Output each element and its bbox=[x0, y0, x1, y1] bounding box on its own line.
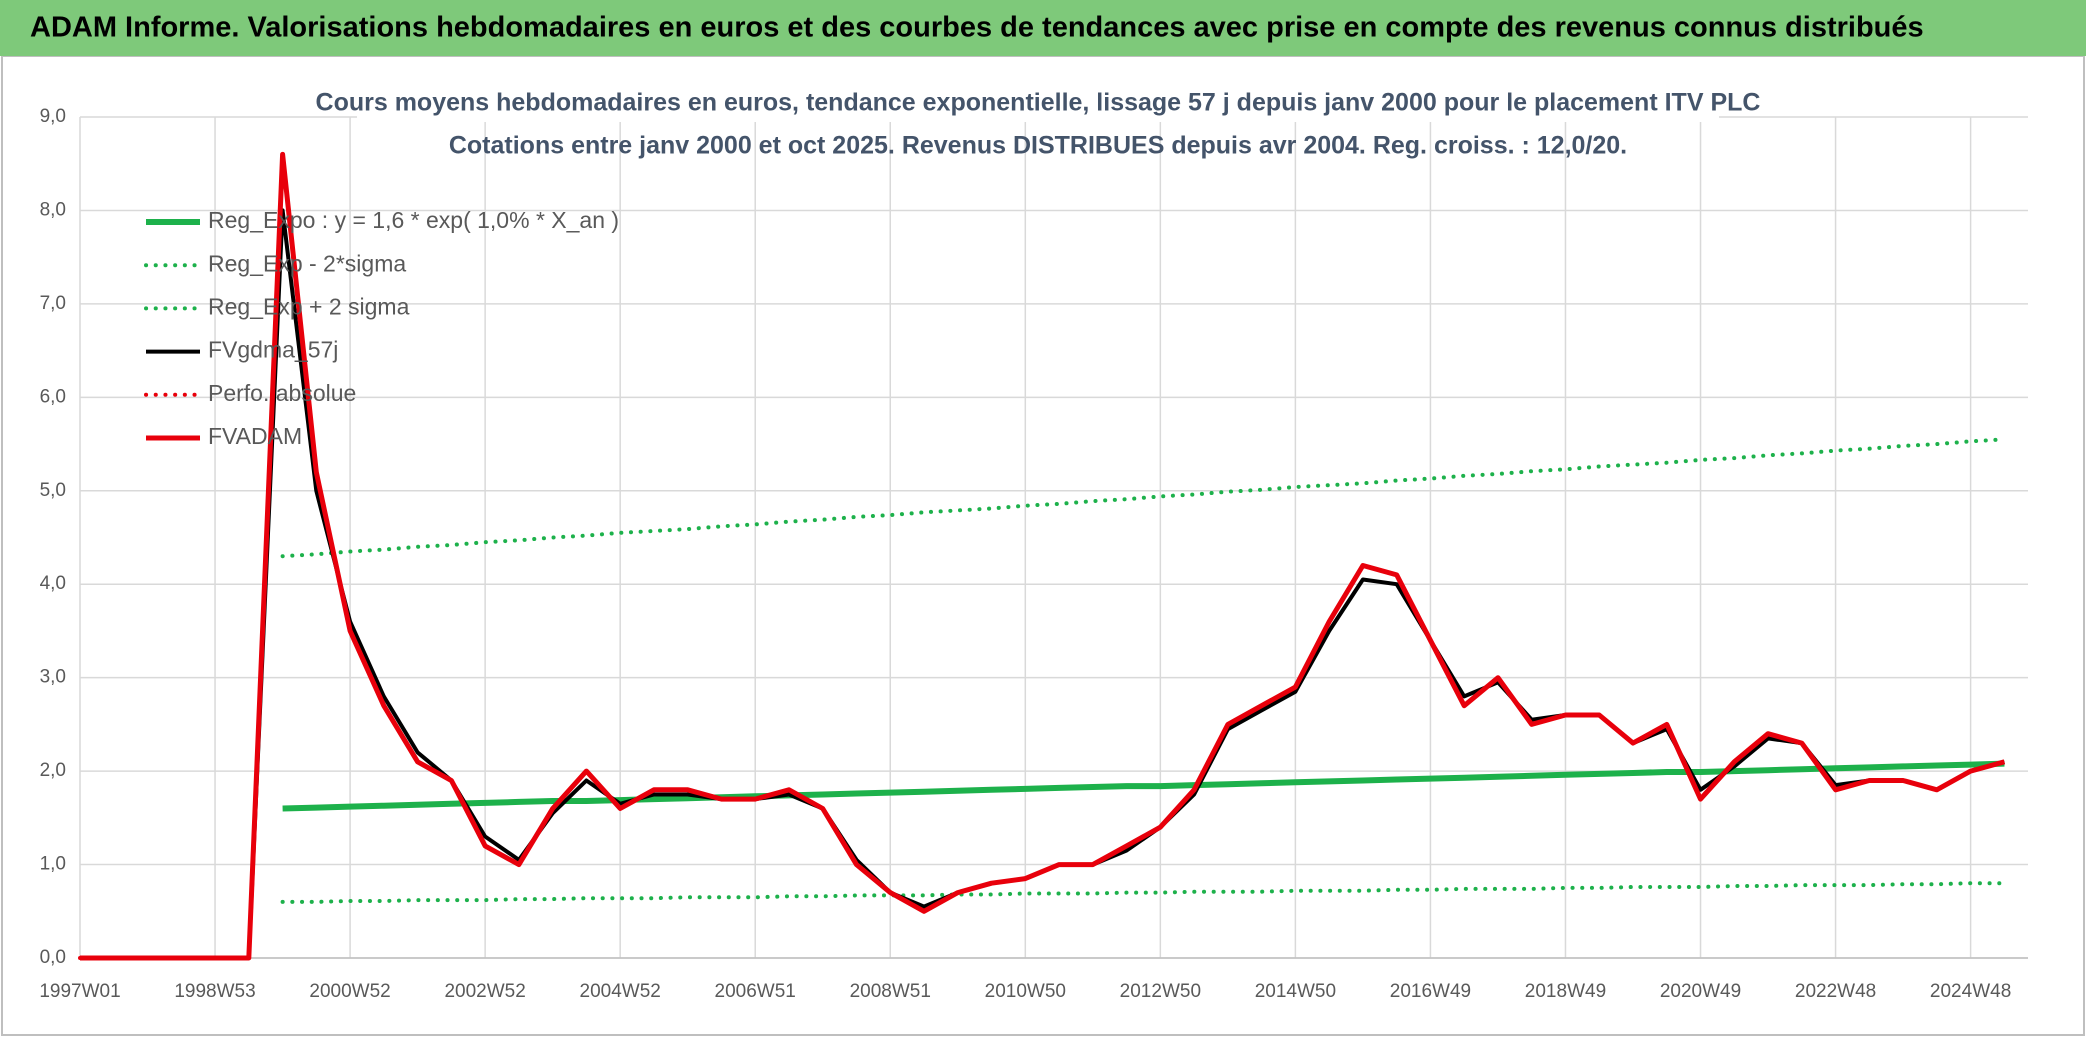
y-tick-label: 3,0 bbox=[40, 667, 66, 688]
x-tick-label: 2004W52 bbox=[580, 981, 661, 1002]
x-tick-label: 1997W01 bbox=[39, 981, 120, 1002]
series-line bbox=[80, 151, 2006, 961]
plot-area: 0,0 1,0 2,0 3,0 4,0 5,0 6,0 7,0 8,0 9,0 1997W01 199… bbox=[39, 106, 2028, 1002]
legend-label: Reg_Exp + 2 sigma bbox=[208, 293, 410, 319]
x-tick-label: 2020W49 bbox=[1660, 981, 1741, 1002]
x-tick-label: 1998W53 bbox=[174, 981, 255, 1002]
x-tick-label: 2016W49 bbox=[1390, 981, 1471, 1002]
title-backdrop bbox=[357, 86, 1719, 122]
legend-label: Reg_Expo : y = 1,6 * exp( 1,0% * X_an ) bbox=[208, 207, 619, 233]
header-banner bbox=[0, 0, 2086, 56]
x-tick-label: 2002W52 bbox=[444, 981, 525, 1002]
legend: Reg_Expo : y = 1,6 * exp( 1,0% * X_an ) R… bbox=[144, 207, 619, 449]
y-tick-label: 4,0 bbox=[40, 573, 66, 594]
y-tick-label: 6,0 bbox=[40, 386, 66, 407]
y-tick-label: 2,0 bbox=[40, 760, 66, 781]
legend-label: FVADAM bbox=[208, 423, 302, 449]
y-tick-label: 1,0 bbox=[40, 854, 66, 875]
legend-label: Reg_Exp - 2*sigma bbox=[208, 250, 406, 276]
x-tick-label: 2000W52 bbox=[309, 981, 390, 1002]
x-tick-label: 2010W50 bbox=[985, 981, 1066, 1002]
series-line bbox=[280, 437, 2007, 559]
legend-label: Perfo. absolue bbox=[208, 380, 356, 406]
y-tick-label: 7,0 bbox=[40, 293, 66, 314]
y-tick-label: 8,0 bbox=[40, 199, 66, 220]
series-line bbox=[280, 881, 2007, 904]
legend-label: FVgdma_57j bbox=[208, 337, 338, 363]
header-title: ADAM Informe. Valorisations hebdomadaire… bbox=[30, 12, 1924, 44]
series-line bbox=[282, 760, 2005, 812]
y-tick-label: 0,0 bbox=[40, 947, 66, 968]
x-tick-label: 2006W51 bbox=[715, 981, 796, 1002]
y-tick-label: 5,0 bbox=[40, 480, 66, 501]
chart-title: Cours moyens hebdomadaires en euros, ten… bbox=[316, 89, 1761, 117]
x-tick-label: 2024W48 bbox=[1930, 981, 2011, 1002]
x-tick-label: 2018W49 bbox=[1525, 981, 1606, 1002]
x-tick-label: 2014W50 bbox=[1255, 981, 1336, 1002]
chart-subtitle: Cotations entre janv 2000 et oct 2025. R… bbox=[449, 132, 1627, 160]
y-tick-label: 9,0 bbox=[40, 106, 66, 127]
x-tick-label: 2012W50 bbox=[1120, 981, 1201, 1002]
x-tick-label: 2008W51 bbox=[850, 981, 931, 1002]
x-tick-label: 2022W48 bbox=[1795, 981, 1876, 1002]
